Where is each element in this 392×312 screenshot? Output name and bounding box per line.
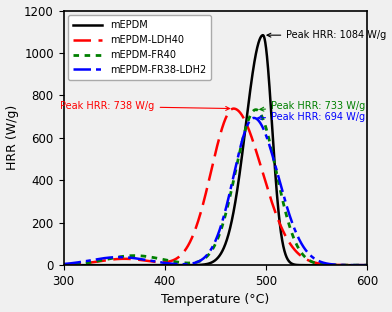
Text: Peak HRR: 694 W/g: Peak HRR: 694 W/g [258, 112, 365, 122]
mEPDM-FR40 [191, 261, 196, 265]
Text: Peak HRR: 738 W/g: Peak HRR: 738 W/g [60, 101, 230, 111]
Text: Peak HRR: 733 W/g: Peak HRR: 733 W/g [260, 101, 365, 111]
Text: Peak HRR: 1084 W/g: Peak HRR: 1084 W/g [267, 30, 387, 40]
mEPDM-FR40 [254, 108, 258, 111]
mEPDM [96, 263, 101, 267]
mEPDM-FR40 [178, 261, 182, 264]
mEPDM-LDH40 [96, 260, 101, 263]
mEPDM-FR38-LDH2 [96, 257, 101, 261]
mEPDM-FR40 [114, 256, 119, 259]
mEPDM-FR40 [359, 263, 364, 267]
mEPDM-FR38-LDH2 [251, 116, 256, 120]
mEPDM-LDH40 [114, 257, 119, 261]
mEPDM-FR40 [61, 263, 66, 267]
mEPDM [178, 263, 182, 267]
mEPDM-LDH40 [359, 263, 364, 267]
mEPDM-LDH40 [365, 263, 370, 267]
mEPDM-FR38-LDH2 [114, 255, 119, 259]
mEPDM-LDH40 [178, 254, 182, 258]
mEPDM [191, 263, 196, 267]
mEPDM [261, 33, 265, 37]
mEPDM-LDH40 [326, 263, 331, 266]
mEPDM [365, 263, 370, 267]
mEPDM [114, 263, 119, 267]
Line: mEPDM-FR38-LDH2: mEPDM-FR38-LDH2 [64, 118, 367, 265]
mEPDM-FR38-LDH2 [178, 262, 182, 266]
mEPDM [326, 263, 331, 267]
mEPDM-FR40 [365, 263, 370, 267]
mEPDM-FR38-LDH2 [326, 262, 331, 266]
mEPDM-FR38-LDH2 [359, 263, 364, 267]
mEPDM-LDH40 [61, 263, 66, 267]
mEPDM-LDH40 [191, 233, 196, 237]
Legend: mEPDM, mEPDM-LDH40, mEPDM-FR40, mEPDM-FR38-LDH2: mEPDM, mEPDM-LDH40, mEPDM-FR40, mEPDM-FR… [69, 15, 211, 80]
Line: mEPDM-FR40: mEPDM-FR40 [64, 110, 367, 265]
mEPDM [61, 263, 66, 267]
mEPDM-FR40 [96, 259, 101, 263]
Line: mEPDM-LDH40: mEPDM-LDH40 [64, 109, 367, 265]
X-axis label: Temperature (°C): Temperature (°C) [161, 294, 270, 306]
Line: mEPDM: mEPDM [64, 35, 367, 265]
mEPDM-FR40 [326, 263, 331, 267]
mEPDM-LDH40 [231, 107, 236, 110]
mEPDM-FR38-LDH2 [61, 262, 66, 266]
mEPDM-FR38-LDH2 [191, 261, 196, 265]
Y-axis label: HRR (W/g): HRR (W/g) [5, 105, 18, 170]
mEPDM-FR38-LDH2 [365, 263, 370, 267]
mEPDM [359, 263, 364, 267]
